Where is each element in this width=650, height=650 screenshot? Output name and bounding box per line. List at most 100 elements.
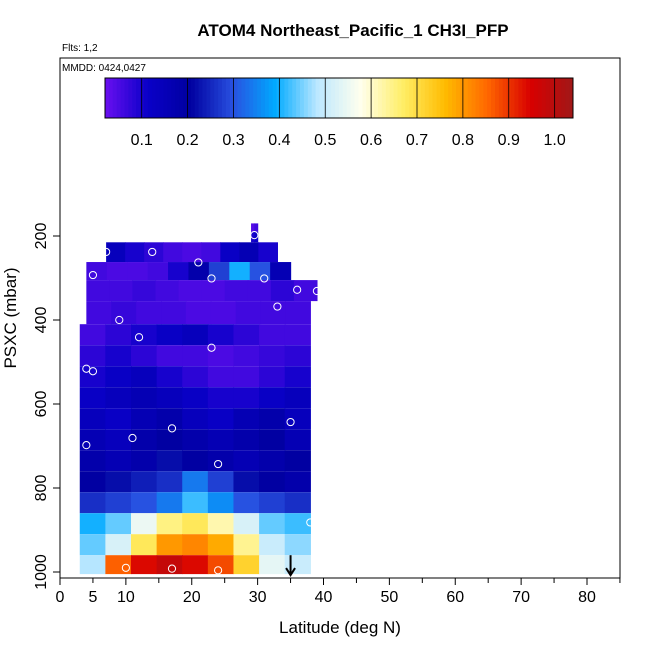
heatmap-cell bbox=[207, 450, 235, 472]
colorbar-segment bbox=[319, 78, 324, 118]
colorbar-segment bbox=[339, 78, 344, 118]
colorbar-segment bbox=[510, 78, 515, 118]
heatmap-cell bbox=[259, 324, 286, 346]
heatmap-cell bbox=[86, 262, 108, 281]
sample-point bbox=[312, 347, 322, 356]
colorbar-segment bbox=[452, 78, 457, 118]
sample-point bbox=[214, 459, 223, 469]
colorbar-segment bbox=[459, 78, 465, 118]
colorbar-segment bbox=[526, 78, 531, 118]
colorbar-segment bbox=[233, 78, 239, 118]
heatmap-cell bbox=[144, 242, 164, 263]
colorbar-segment bbox=[541, 78, 547, 118]
x-tick-label: 80 bbox=[578, 589, 596, 606]
colorbar-segment bbox=[116, 78, 122, 118]
heatmap-cell bbox=[131, 429, 158, 451]
colorbar-tick-label: 0.7 bbox=[406, 132, 428, 149]
colorbar-segment bbox=[288, 78, 293, 118]
colorbar-segment bbox=[335, 78, 340, 118]
colorbar-segment bbox=[436, 78, 441, 118]
colorbar-segment bbox=[385, 78, 391, 118]
colorbar-segment bbox=[190, 78, 196, 118]
colorbar-segment bbox=[350, 78, 356, 118]
colorbar-segment bbox=[393, 78, 398, 118]
heatmap-cell bbox=[239, 242, 259, 263]
colorbar-segment bbox=[362, 78, 367, 118]
heatmap-cell bbox=[79, 408, 106, 430]
colorbar-segment bbox=[342, 78, 348, 118]
heatmap-cell bbox=[156, 366, 183, 388]
heatmap-cell bbox=[105, 513, 132, 535]
heatmap-cell bbox=[79, 555, 106, 575]
y-axis-label: PSXC (mbar) bbox=[1, 267, 20, 368]
heatmap-cell bbox=[207, 345, 235, 367]
colorbar-segment bbox=[171, 78, 176, 118]
heatmap-cell bbox=[156, 513, 183, 535]
colorbar-segment bbox=[424, 78, 430, 118]
heatmap-cell bbox=[105, 555, 132, 575]
colorbar-tick-label: 0.4 bbox=[268, 132, 290, 149]
sample-point bbox=[214, 566, 223, 575]
heatmap-cell bbox=[105, 408, 132, 430]
heatmap-cell bbox=[156, 429, 183, 451]
heatmap-cell bbox=[182, 471, 209, 493]
colorbar-segment bbox=[237, 78, 242, 118]
heatmap-cell bbox=[182, 555, 209, 575]
heatmap-cell bbox=[284, 387, 311, 409]
colorbar-segment bbox=[179, 78, 184, 118]
colorbar-segment bbox=[303, 78, 309, 118]
colorbar: 0.1 0.2 0.3 0.4 0.5 0.6 0.7 0.8 0.9 1.0 bbox=[104, 77, 574, 149]
colorbar-segment bbox=[261, 78, 266, 118]
colorbar-segment bbox=[440, 78, 445, 118]
heatmap-cell bbox=[136, 301, 162, 325]
heatmap-cell bbox=[259, 555, 286, 575]
y-tick-label: 800 bbox=[33, 475, 50, 502]
heatmap-cell bbox=[233, 345, 260, 367]
heatmap-cell bbox=[131, 408, 158, 430]
x-tick-label: 20 bbox=[183, 589, 201, 606]
colorbar-segment bbox=[467, 78, 473, 118]
heatmap-cell bbox=[259, 345, 286, 367]
colorbar-segment bbox=[409, 78, 414, 118]
heatmap-cell bbox=[132, 280, 157, 302]
colorbar-segment bbox=[300, 78, 305, 118]
heatmap-cell bbox=[182, 429, 209, 451]
sample-point bbox=[250, 231, 259, 240]
heatmap-cell bbox=[233, 324, 260, 346]
heatmap-cell bbox=[259, 534, 286, 556]
colorbar-segment bbox=[186, 78, 192, 118]
heatmap-cell bbox=[284, 345, 311, 367]
sample-point bbox=[115, 315, 124, 325]
x-tick-label: 60 bbox=[446, 589, 464, 606]
heatmap-cell bbox=[106, 262, 128, 281]
heatmap-cell bbox=[127, 262, 149, 281]
colorbar-segment bbox=[124, 78, 129, 118]
colorbar-tick-label: 0.3 bbox=[222, 132, 244, 149]
heatmap-cell bbox=[259, 492, 286, 514]
heatmap-cell bbox=[224, 280, 249, 302]
sample-point bbox=[167, 564, 177, 573]
heatmap-cell bbox=[79, 429, 106, 451]
heatmap-cell bbox=[125, 242, 145, 263]
sample-point bbox=[88, 270, 98, 280]
heatmap-cell bbox=[105, 324, 132, 346]
x-tick-label: 30 bbox=[249, 589, 267, 606]
heatmap-cell bbox=[188, 262, 210, 281]
colorbar-segment bbox=[553, 78, 558, 118]
heatmap-cell bbox=[259, 471, 286, 493]
heatmap-cell bbox=[111, 301, 137, 325]
heatmap-cell bbox=[156, 534, 183, 556]
sample-point bbox=[194, 258, 203, 267]
heatmap-cell bbox=[258, 242, 278, 263]
heatmap-cell bbox=[270, 280, 295, 302]
heatmap-cell bbox=[207, 513, 235, 535]
colorbar-segment bbox=[194, 78, 200, 118]
heatmap-cell bbox=[185, 301, 212, 325]
colorbar-segment bbox=[463, 78, 469, 118]
heatmap-cell bbox=[79, 471, 106, 493]
arrow-marker-head bbox=[285, 567, 296, 577]
plot-frame bbox=[59, 57, 621, 579]
colorbar-segment bbox=[381, 78, 387, 118]
heatmap-cell bbox=[259, 450, 286, 472]
